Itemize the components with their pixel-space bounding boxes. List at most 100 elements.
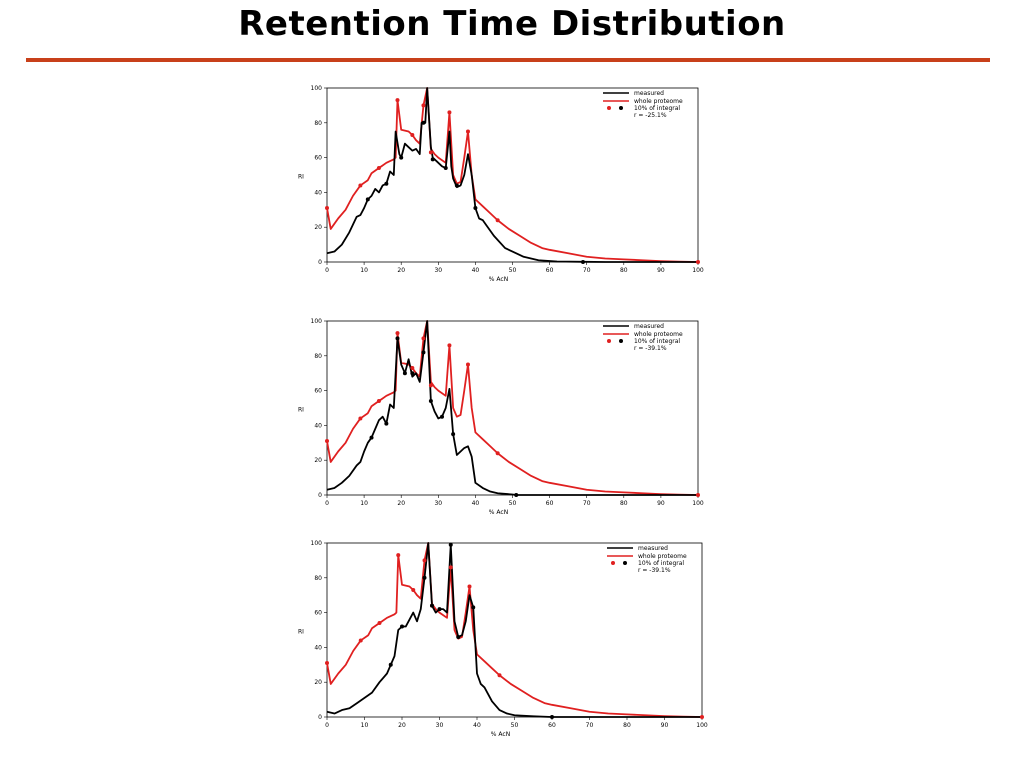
measured-marker [440, 414, 445, 419]
measured-marker [428, 399, 433, 404]
whole-proteome-marker [696, 260, 700, 264]
whole-proteome-marker [411, 587, 416, 592]
whole-proteome-marker [497, 673, 502, 678]
whole-proteome-marker [377, 621, 382, 626]
x-tick-label: 0 [325, 500, 329, 507]
x-tick-label: 70 [583, 500, 591, 507]
measured-marker [437, 607, 442, 612]
x-tick-label: 10 [360, 500, 368, 507]
whole-proteome-marker [395, 331, 400, 336]
legend-red-dot [607, 339, 611, 343]
x-tick-label: 30 [434, 267, 442, 274]
legend-black-dot [619, 106, 623, 110]
x-tick-label: 50 [509, 500, 517, 507]
x-tick-label: 10 [360, 267, 368, 274]
y-tick-label: 80 [314, 575, 322, 582]
x-tick-label: 100 [696, 722, 708, 729]
measured-marker [365, 197, 370, 202]
y-tick-label: 40 [314, 189, 322, 196]
whole-proteome-marker [325, 206, 329, 211]
x-tick-label: 80 [620, 267, 628, 274]
y-tick-label: 60 [314, 610, 322, 617]
measured-marker [471, 605, 476, 610]
measured-line [326, 320, 698, 496]
x-tick-label: 60 [546, 267, 554, 274]
x-tick-label: 20 [397, 500, 405, 507]
x-tick-label: 90 [657, 500, 665, 507]
x-tick-label: 90 [657, 267, 665, 274]
legend-measured-label: measured [634, 90, 664, 97]
y-tick-label: 20 [314, 224, 322, 231]
y-tick-label: 20 [314, 679, 322, 686]
y-tick-label: 100 [311, 540, 323, 547]
x-tick-label: 50 [509, 267, 517, 274]
whole-proteome-marker [495, 451, 500, 456]
measured-marker [550, 715, 554, 719]
whole-proteome-marker [447, 343, 452, 348]
whole-proteome-marker [465, 129, 470, 134]
chart-3: 0 10 20 30 40 50 60 70 80 90 100 0 20 40 60 80 100 % AcN R… [298, 540, 708, 738]
whole-proteome-marker [421, 103, 426, 108]
x-axis-title: % AcN [491, 731, 510, 738]
x-tick-label: 20 [398, 722, 406, 729]
y-tick-label: 60 [314, 388, 322, 395]
legend-measured-label: measured [638, 545, 668, 552]
measured-marker [514, 493, 519, 497]
whole-proteome-marker [396, 553, 401, 558]
measured-marker [451, 432, 456, 437]
measured-marker [384, 181, 389, 186]
legend-whole-label: whole proteome [634, 98, 683, 105]
measured-marker [456, 634, 461, 639]
legend-whole-label: whole proteome [634, 331, 683, 338]
whole-proteome-marker [325, 661, 329, 666]
whole-proteome-marker [358, 183, 363, 188]
legend-red-dot [607, 106, 611, 110]
x-tick-label: 20 [397, 267, 405, 274]
y-tick-label: 80 [314, 120, 322, 127]
whole-proteome-marker [495, 218, 500, 223]
measured-marker [473, 206, 478, 211]
whole-proteome-marker [421, 336, 426, 341]
measured-marker [395, 336, 400, 341]
x-tick-label: 40 [472, 267, 480, 274]
measured-marker [580, 260, 585, 264]
measured-marker [410, 371, 415, 376]
title-rule [26, 58, 990, 62]
x-tick-label: 30 [434, 500, 442, 507]
x-tick-label: 40 [473, 722, 481, 729]
whole-proteome-marker [428, 383, 433, 388]
legend-red-dot [611, 561, 615, 565]
whole-proteome-marker [358, 416, 363, 421]
y-tick-label: 20 [314, 457, 322, 464]
x-tick-label: 10 [361, 722, 369, 729]
whole-proteome-marker [448, 565, 453, 570]
whole-proteome-marker [410, 365, 415, 370]
x-tick-label: 60 [546, 500, 554, 507]
legend-measured-label: measured [634, 323, 664, 330]
x-tick-label: 80 [620, 500, 628, 507]
legend-markers-label: 10% of integral [634, 338, 680, 345]
x-tick-label: 0 [325, 722, 329, 729]
measured-marker [454, 183, 459, 188]
x-tick-label: 40 [472, 500, 480, 507]
whole-proteome-marker [447, 110, 452, 115]
x-tick-label: 30 [436, 722, 444, 729]
y-axis-title: RI [298, 628, 304, 635]
whole-proteome-marker [395, 98, 400, 103]
measured-line [326, 87, 698, 263]
legend-r-label: r = -39.1% [638, 567, 671, 574]
measured-marker [388, 662, 393, 667]
y-tick-label: 80 [314, 353, 322, 360]
whole-proteome-marker [422, 558, 427, 563]
y-tick-label: 40 [314, 422, 322, 429]
legend-black-dot [623, 561, 627, 565]
y-tick-label: 0 [318, 714, 322, 721]
whole-proteome-marker [358, 638, 363, 643]
x-tick-label: 70 [586, 722, 594, 729]
legend-black-dot [619, 339, 623, 343]
measured-marker [384, 421, 389, 426]
y-tick-label: 100 [311, 318, 323, 325]
y-axis-title: RI [298, 406, 304, 413]
measured-marker [399, 155, 404, 160]
measured-marker [400, 624, 404, 629]
